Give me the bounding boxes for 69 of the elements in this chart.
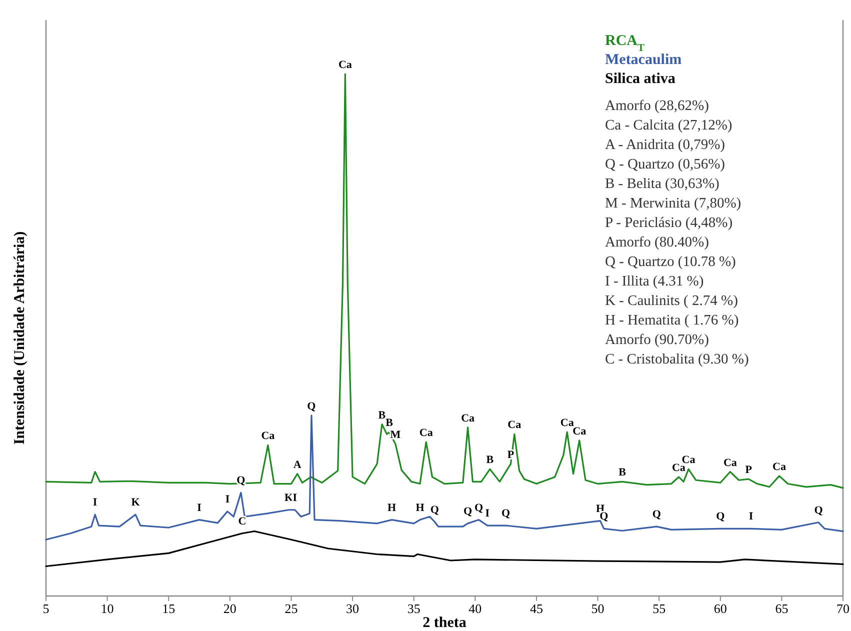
x-tick-label: 50 [591,601,604,616]
x-tick-label: 25 [284,601,298,616]
annotation: Q [600,510,609,523]
annotation: M - Merwinita (7,80%) [605,196,742,212]
x-tick-label: 5 [42,601,50,616]
annotation: C - Cristobalita (9.30 %) [605,352,749,368]
annotation: Q [502,508,511,520]
annotation: P - Periclásio (4,48%) [605,215,733,231]
annotation: Ca [772,460,786,473]
x-tick-label: 60 [714,601,727,616]
annotation: I [748,510,754,523]
annotation: Ca [560,417,574,430]
x-tick-label: 65 [775,601,788,616]
annotation: Ca [261,430,276,442]
annotation: H [416,502,425,514]
annotation: H [387,502,396,514]
annotation: M [390,429,402,442]
x-tick-label: 10 [100,601,114,616]
annotation: I - Illita (4.31 %) [605,274,704,290]
annotation: P [745,464,752,476]
x-tick-label: 20 [223,601,236,616]
annotation: Ca [461,412,476,424]
annotation: H - Hematita ( 1.76 %) [605,312,739,328]
annotation: K - Caulinits ( 2.74 %) [605,293,738,309]
annotation: A [293,458,302,471]
annotation: I [92,496,98,509]
annotation: Ca [338,59,352,71]
annotation: Ca [723,456,738,469]
annotation: B [486,454,494,466]
annotation: I [485,508,490,520]
annotation: Amorfo (28,62%) [605,98,710,114]
annotation: Q [430,504,440,516]
annotation: K [284,492,294,504]
annotation: I [292,492,298,504]
x-tick-label: 40 [468,601,482,616]
annotation: Amorfo (80.40%) [605,234,710,250]
x-axis-title: 2 theta [422,615,467,631]
annotation: B [618,466,627,479]
annotation: Amorfo (90.70%) [605,332,710,348]
y-axis-title: Intensidade (Unidade Arbitrária) [12,231,28,445]
annotation: A - Anidrita (0,79%) [605,137,726,153]
annotation: B - Belita (30,63%) [605,176,720,192]
annotation: Q - Quartzo (0,56%) [605,156,726,172]
x-tick-label: 30 [346,601,360,616]
annotation: Q [307,400,316,412]
text: RCA$_{T}$ [605,33,645,54]
annotation: Ca [572,425,587,438]
annotation: I [197,502,202,514]
x-tick-label: 15 [162,601,176,616]
annotation: I [225,493,230,506]
annotation: K [131,496,140,509]
annotation: Ca [508,419,522,432]
x-tick-label: 55 [652,601,666,616]
annotation: Ca [419,427,434,440]
x-tick-label: 45 [530,601,543,616]
annotation: Ca - Calcita (27,12%) [605,118,732,134]
annotation: Q - Quartzo (10.78 %) [605,254,736,270]
x-tick-label: 70 [836,601,850,616]
x-tick-label: 35 [407,601,420,616]
annotation: C [238,515,246,528]
annotation: Q [652,508,662,521]
annotation: B [386,417,394,430]
annotation: Q [716,510,726,523]
text: Metacaulim [605,52,682,68]
text: Silica ativa [605,71,676,87]
annotation: Q [474,502,484,514]
annotation: Q [464,505,473,518]
annotation: Q [814,504,824,516]
annotation: B [378,409,386,422]
